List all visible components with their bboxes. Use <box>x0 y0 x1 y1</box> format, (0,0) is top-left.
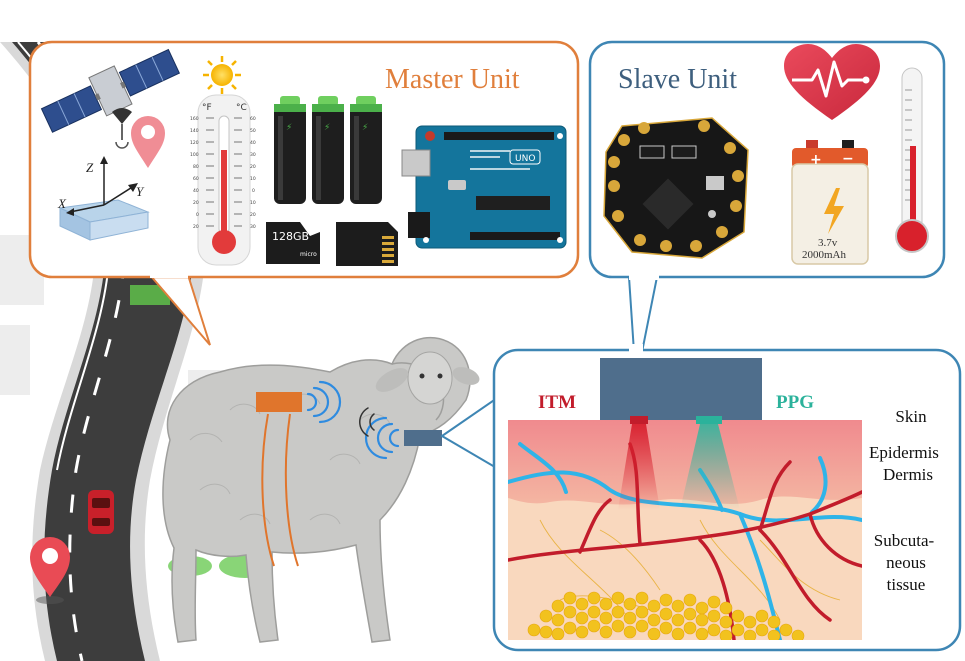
thermo-tick-f: 40 <box>193 188 199 194</box>
layer-label-skin: Skin <box>895 407 927 426</box>
itm-sensor <box>630 416 648 424</box>
skin-cross-section <box>508 420 862 640</box>
fat-cells <box>527 591 805 640</box>
axis-label-y: Y <box>136 184 145 199</box>
layer-label-dermis: Dermis <box>883 465 933 484</box>
svg-text:⚡: ⚡ <box>286 123 292 133</box>
thermo-tick-c: 0 <box>252 188 255 194</box>
location-pin-icon <box>131 115 166 168</box>
thermo-tick-c: 50 <box>250 128 256 134</box>
satellite-icon <box>40 48 181 149</box>
battery-capacity: 2000mAh <box>802 249 847 261</box>
heart-rate-icon <box>784 44 880 120</box>
arduino-board-label: UNO <box>515 154 535 164</box>
thermo-tick-f: 0 <box>196 212 199 218</box>
thermo-tick-c: 30 <box>250 152 256 158</box>
battery-voltage: 3.7v <box>818 237 838 249</box>
ppg-beam <box>680 424 740 510</box>
ppg-sensor <box>696 416 722 424</box>
sensor-board-icon <box>603 117 749 259</box>
thermo-tick-c: 60 <box>250 116 256 122</box>
itm-beam <box>618 424 660 510</box>
thermo-tick-c: 10 <box>250 200 256 206</box>
thermo-tick-f: 80 <box>193 164 199 170</box>
layer-label-subcutaneous-1: Subcuta- <box>874 531 935 550</box>
battery-plus: + <box>810 152 822 168</box>
battery-icon: ⚡ ⚡ ⚡ <box>274 96 382 204</box>
thermo-tick-f: 20 <box>193 224 199 230</box>
svg-text:⚡: ⚡ <box>362 123 368 133</box>
thermo-tick-c: 10 <box>250 176 256 182</box>
thermo-tick-c: 30 <box>250 224 256 230</box>
layer-label-subcutaneous-3: tissue <box>887 575 926 594</box>
thermo-tick-f: 100 <box>190 152 199 158</box>
lipo-battery-icon: + − 3.7v 2000mAh <box>791 140 869 265</box>
thermo-unit-c: °C <box>236 103 247 113</box>
thermo-tick-f: 160 <box>190 116 199 122</box>
battery-minus: − <box>842 151 854 167</box>
thermo-tick-c: 40 <box>250 140 256 146</box>
layer-label-epidermis: Epidermis <box>869 443 939 462</box>
sun-icon <box>203 56 241 94</box>
thermo-tick-c: 20 <box>250 164 256 170</box>
slave-device-on-sheep <box>404 430 442 446</box>
location-pin-icon <box>30 537 70 604</box>
micro-sd-card-icon: 128GB micro <box>266 222 320 264</box>
sd-card-capacity: 128GB <box>272 230 309 243</box>
itm-label: ITM <box>538 392 576 413</box>
axis-label-x: X <box>57 196 67 211</box>
master-unit-title: Master Unit <box>385 64 520 95</box>
thermometer-icon <box>895 67 929 253</box>
thermo-tick-f: 60 <box>193 176 199 182</box>
axis-label-z: Z <box>86 160 94 175</box>
arduino-board-icon: UNO <box>401 125 567 249</box>
car-icon <box>88 490 114 534</box>
thermo-tick-f: 140 <box>190 128 199 134</box>
ppg-label: PPG <box>776 392 814 413</box>
accelerometer-axes: Z X Y <box>57 156 150 241</box>
svg-text:⚡: ⚡ <box>324 123 330 133</box>
sheep-illustration <box>162 336 480 643</box>
thermometer-icon: °F °C 160 140 120 100 80 60 40 20 0 20 6… <box>190 94 256 266</box>
green-patch <box>130 285 170 305</box>
slave-unit-title: Slave Unit <box>618 64 737 95</box>
sd-card-back-icon <box>336 222 398 266</box>
layer-label-subcutaneous-2: neous <box>886 553 926 572</box>
thermo-tick-c: 20 <box>250 212 256 218</box>
sensor-block <box>600 358 762 420</box>
sd-card-type: micro <box>300 251 317 258</box>
thermo-tick-f: 20 <box>193 200 199 206</box>
thermo-unit-f: °F <box>202 103 212 113</box>
master-device-on-sheep <box>256 392 302 412</box>
thermo-tick-f: 120 <box>190 140 199 146</box>
